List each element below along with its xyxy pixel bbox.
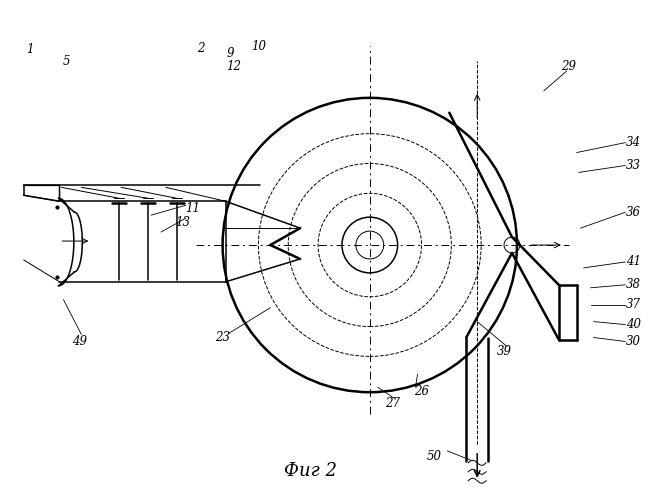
Text: 12: 12 — [226, 60, 241, 72]
Text: 23: 23 — [215, 331, 230, 344]
Text: 2: 2 — [197, 42, 204, 54]
Text: 27: 27 — [385, 396, 400, 409]
Text: 29: 29 — [561, 60, 576, 72]
Text: 38: 38 — [626, 278, 641, 291]
Text: 36: 36 — [626, 206, 641, 218]
Text: 33: 33 — [626, 159, 641, 172]
Text: 5: 5 — [63, 54, 70, 68]
Text: 9: 9 — [227, 46, 234, 60]
Text: 41: 41 — [626, 256, 641, 268]
Text: 11: 11 — [185, 202, 200, 214]
Text: Фиг 2: Фиг 2 — [284, 462, 337, 480]
Text: 40: 40 — [626, 318, 641, 331]
Text: 34: 34 — [626, 136, 641, 149]
Text: 13: 13 — [175, 216, 190, 228]
Text: 10: 10 — [251, 40, 266, 52]
Text: 26: 26 — [414, 384, 429, 398]
Text: 49: 49 — [72, 335, 87, 348]
Text: 39: 39 — [497, 345, 512, 358]
Text: 50: 50 — [427, 450, 442, 464]
Text: 1: 1 — [26, 42, 33, 56]
Text: 30: 30 — [626, 335, 641, 348]
Text: 37: 37 — [626, 298, 641, 311]
